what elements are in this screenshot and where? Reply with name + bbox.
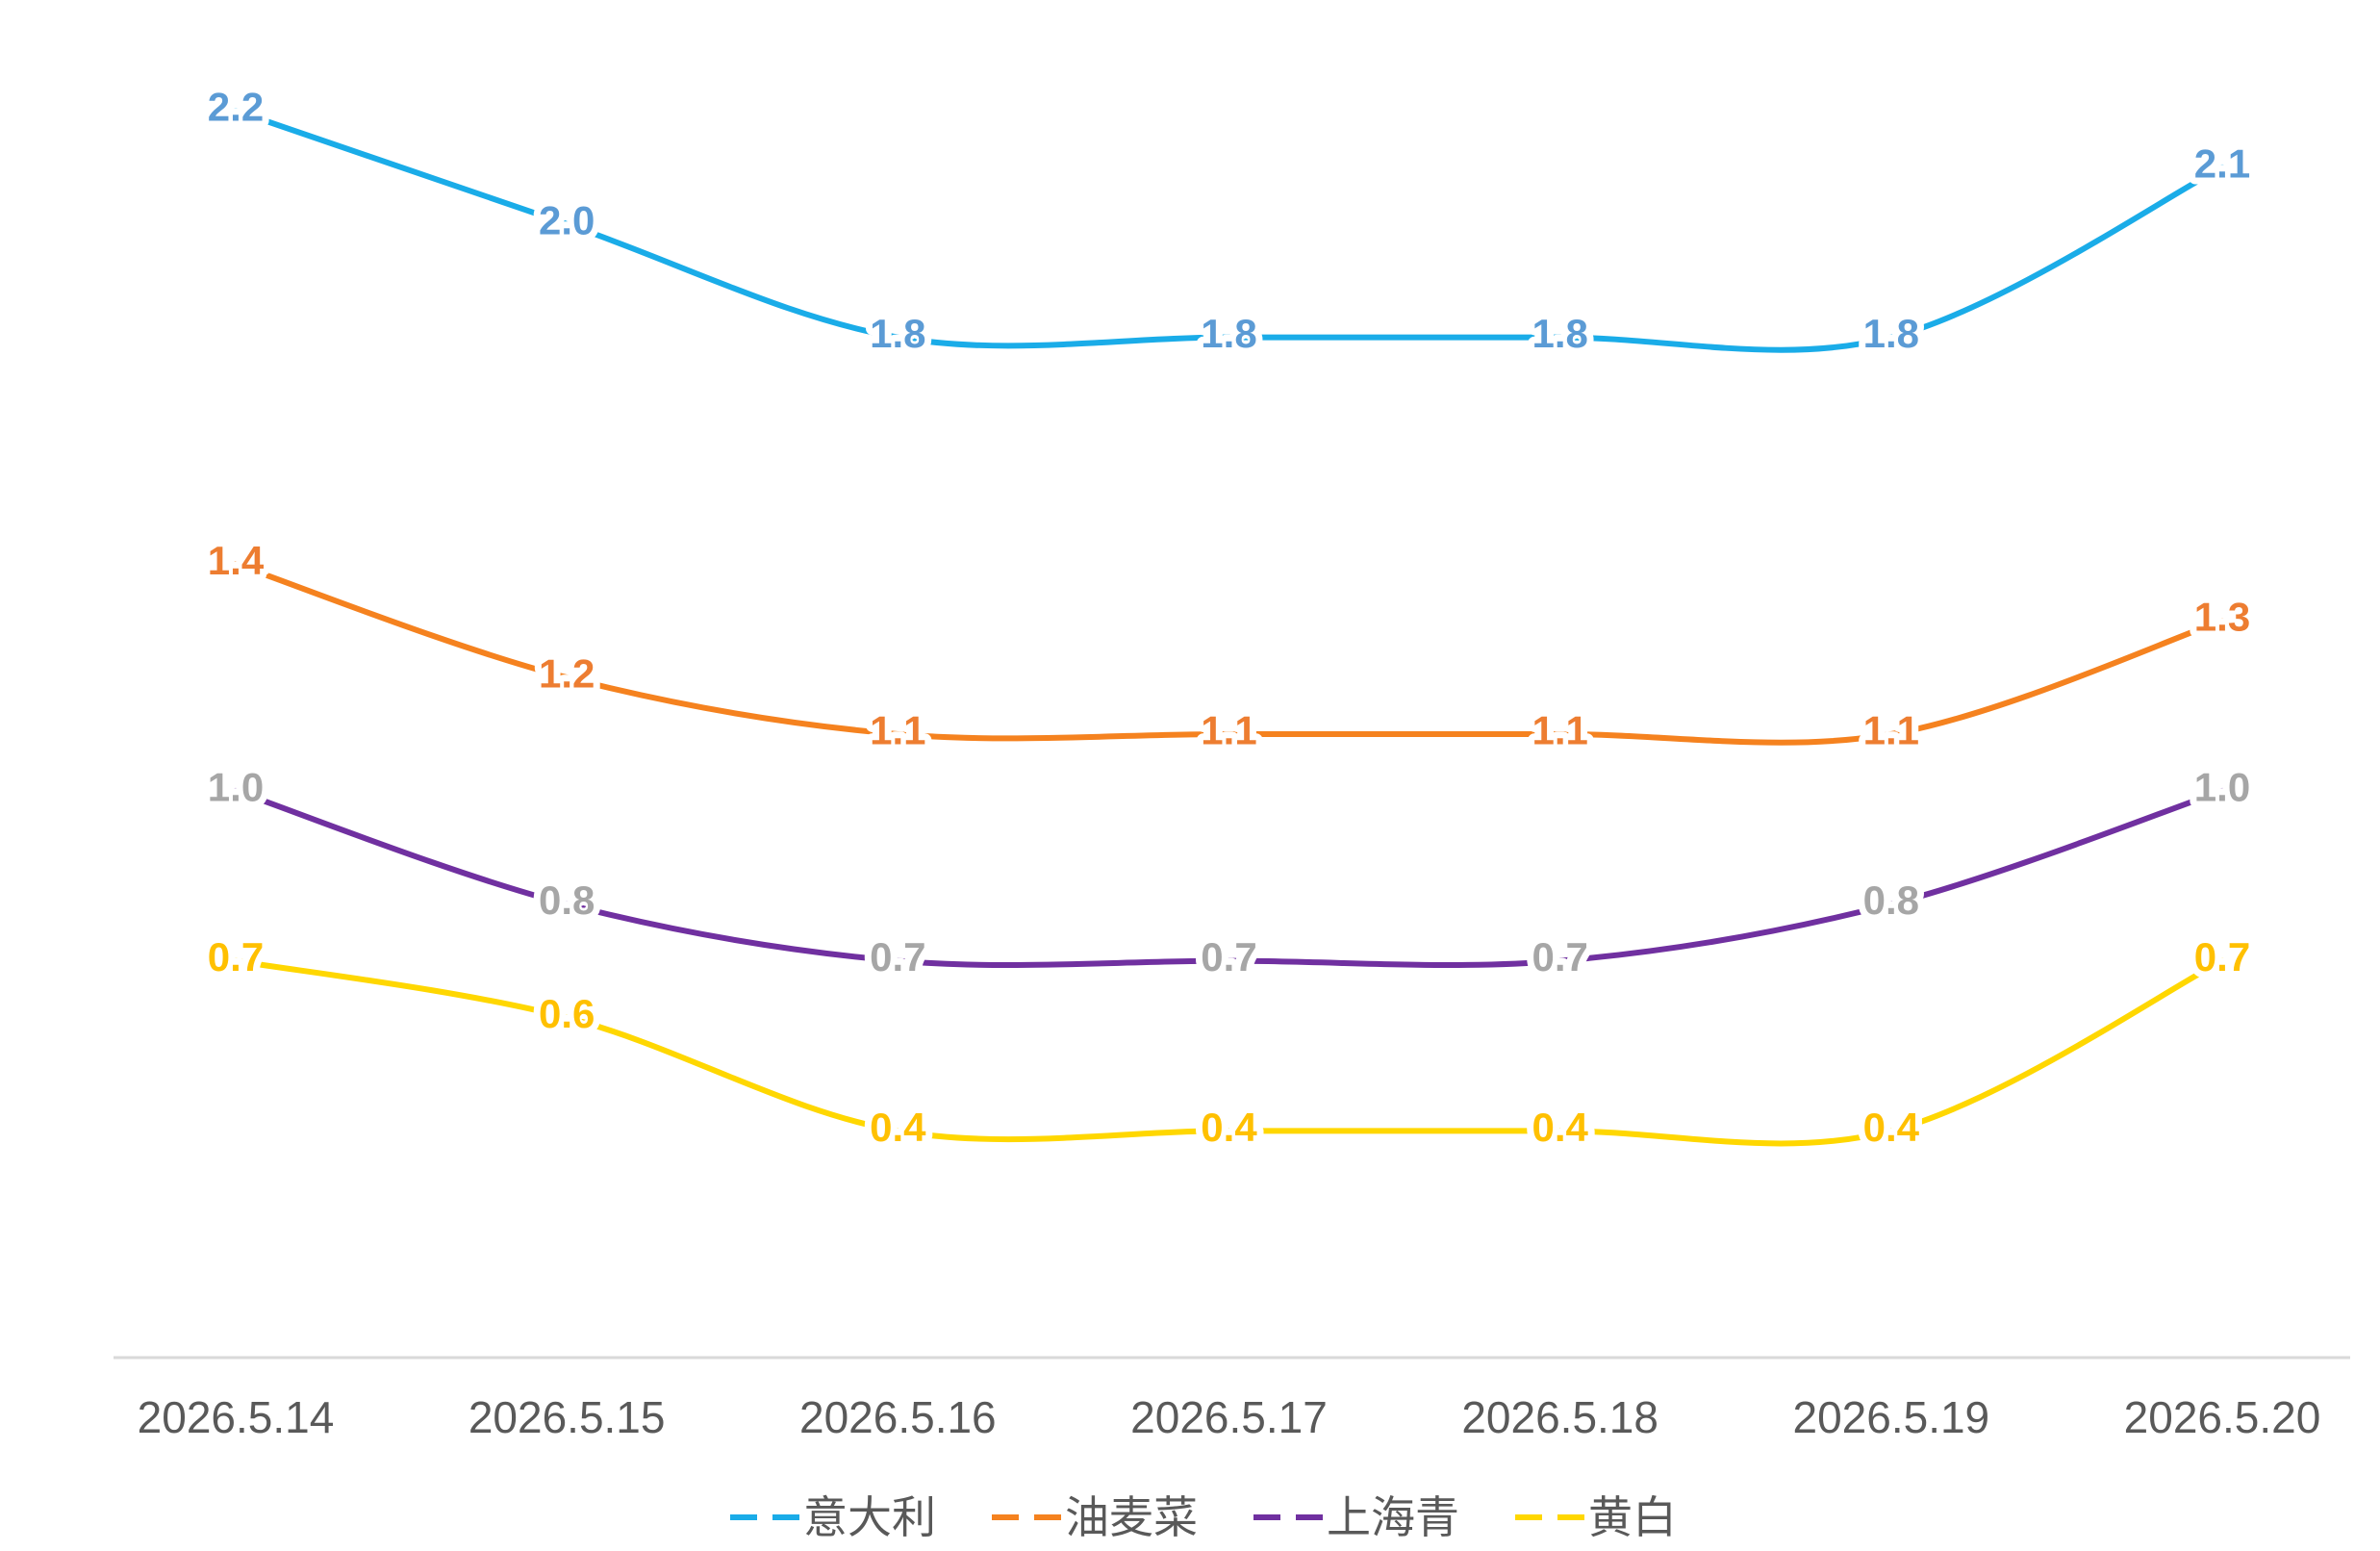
data-label: 2.0 bbox=[539, 197, 595, 242]
x-tick-label: 2026.5.17 bbox=[1130, 1392, 1328, 1442]
data-label: 0.7 bbox=[2194, 934, 2250, 979]
data-label: 1.1 bbox=[1201, 708, 1256, 753]
legend: 意大利 油麦菜 上海青 黄白 bbox=[730, 1492, 1677, 1542]
x-tick-label: 2026.5.14 bbox=[138, 1392, 335, 1442]
data-label: 1.2 bbox=[539, 651, 595, 697]
legend-item: 黄白 bbox=[1515, 1492, 1677, 1542]
data-label: 1.8 bbox=[1863, 311, 1919, 356]
data-label: 1.1 bbox=[870, 708, 925, 753]
line-series bbox=[233, 787, 2225, 968]
data-label: 0.7 bbox=[208, 934, 264, 979]
data-label: 1.0 bbox=[2194, 764, 2250, 809]
legend-label: 上海青 bbox=[1327, 1492, 1459, 1542]
x-tick-label: 2026.5.19 bbox=[1793, 1392, 1990, 1442]
data-label: 0.7 bbox=[1201, 934, 1256, 979]
legend-item: 上海青 bbox=[1253, 1492, 1459, 1542]
data-label: 0.8 bbox=[1863, 877, 1919, 923]
data-label: 0.8 bbox=[539, 877, 595, 923]
x-tick-label: 2026.5.15 bbox=[468, 1392, 666, 1442]
data-label: 0.4 bbox=[1863, 1105, 1920, 1150]
data-label: 1.1 bbox=[1863, 708, 1919, 753]
legend-item: 意大利 bbox=[730, 1492, 936, 1542]
data-label: 2.2 bbox=[208, 85, 264, 130]
data-label: 0.7 bbox=[870, 934, 925, 979]
data-label: 0.6 bbox=[539, 991, 595, 1036]
data-label: 0.4 bbox=[870, 1105, 926, 1150]
data-label: 1.8 bbox=[870, 311, 925, 356]
data-label: 1.8 bbox=[1532, 311, 1587, 356]
data-label: 0.7 bbox=[1532, 934, 1587, 979]
line-series bbox=[233, 957, 2225, 1147]
data-label: 1.3 bbox=[2194, 595, 2250, 640]
data-label: 1.0 bbox=[208, 764, 264, 809]
line-series bbox=[233, 561, 2225, 746]
legend-label: 油麦菜 bbox=[1065, 1492, 1198, 1542]
data-label: 1.1 bbox=[1532, 708, 1587, 753]
x-tick-label: 2026.5.18 bbox=[1461, 1392, 1658, 1442]
data-label: 0.4 bbox=[1532, 1105, 1588, 1150]
data-label: 0.4 bbox=[1201, 1105, 1257, 1150]
data-label: 1.8 bbox=[1201, 311, 1256, 356]
data-label: 1.4 bbox=[208, 538, 265, 583]
legend-label: 黄白 bbox=[1588, 1492, 1677, 1542]
data-label: 2.1 bbox=[2194, 140, 2250, 186]
legend-label: 意大利 bbox=[803, 1492, 936, 1542]
x-tick-label: 2026.5.20 bbox=[2124, 1392, 2321, 1442]
legend-item: 油麦菜 bbox=[992, 1492, 1198, 1542]
x-tick-label: 2026.5.16 bbox=[799, 1392, 997, 1442]
line-series bbox=[233, 108, 2225, 353]
